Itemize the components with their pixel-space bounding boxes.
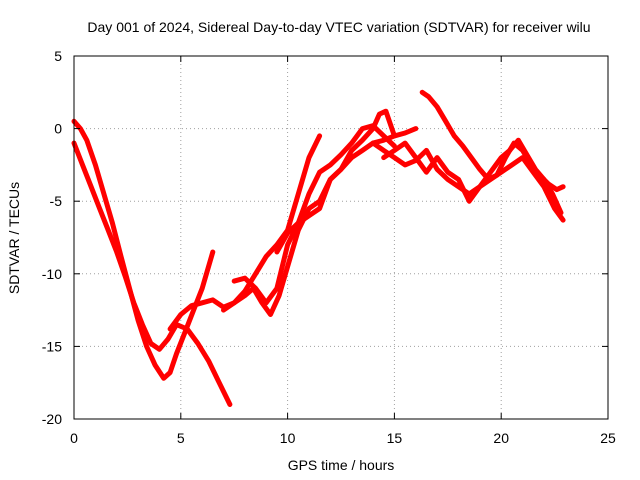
series-layer (71, 89, 566, 407)
axis-ticks: 0 5 10 15 20 25 -20 -15 -10 -5 0 5 (42, 48, 616, 446)
x-axis-label: GPS time / hours (288, 457, 395, 473)
y-tick-label: -20 (42, 411, 62, 427)
x-tick-label: 0 (70, 430, 78, 446)
series-line-track-5 (231, 123, 397, 306)
y-tick-label: 5 (54, 48, 62, 64)
y-tick-label: -15 (42, 338, 62, 354)
grid (74, 56, 608, 419)
x-tick-label: 5 (177, 430, 185, 446)
plot-frame (73, 55, 609, 420)
y-axis-label: SDTVAR / TECUs (6, 182, 22, 294)
series-line-track-9 (381, 140, 566, 223)
series-line-track-2 (71, 140, 233, 407)
x-tick-label: 15 (387, 430, 403, 446)
y-tick-label: 0 (54, 121, 62, 137)
y-tick-label: -5 (50, 193, 63, 209)
series-line-track-1 (71, 118, 216, 381)
x-tick-label: 20 (493, 430, 509, 446)
x-tick-label: 10 (280, 430, 296, 446)
y-tick-label: -10 (42, 266, 62, 282)
series-line-track-3 (167, 133, 323, 332)
series-line-track-6 (274, 126, 419, 255)
x-tick-label: 25 (600, 430, 616, 446)
chart-title: Day 001 of 2024, Sidereal Day-to-day VTE… (87, 19, 590, 35)
